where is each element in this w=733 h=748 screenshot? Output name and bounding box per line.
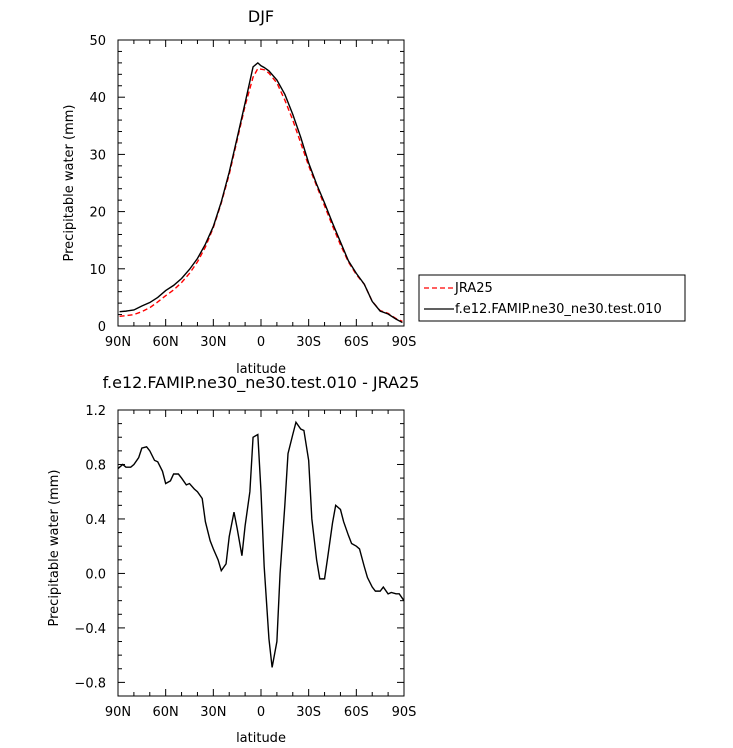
x-tick-label: 60N [153,705,179,720]
x-tick-label: 60N [153,335,179,350]
x-tick-label: 30S [296,335,321,350]
x-tick-label: 90N [105,335,131,350]
x-tick-label: 90S [392,335,417,350]
series-line-0 [119,67,403,323]
y-tick-label: 30 [89,148,106,163]
x-tick-label: 30S [296,705,321,720]
x-tick-label: 60S [344,335,369,350]
plot-frame [117,39,405,327]
bottom-y-axis-label: Precipitable water (mm) [47,470,62,627]
y-tick-label: 40 [89,91,106,106]
series-line-0 [117,420,405,668]
y-tick-label: −0.4 [74,622,106,637]
x-tick-label: 60S [344,705,369,720]
y-tick-label: 0 [98,320,106,335]
bottom-chart-title: f.e12.FAMIP.ne30_ne30.test.010 - JRA25 [103,373,420,393]
series-line-1 [119,61,403,324]
top-y-axis-label: Precipitable water (mm) [62,105,77,262]
y-tick-label: −0.8 [74,676,106,691]
legend-label-model: f.e12.FAMIP.ne30_ne30.test.010 [455,302,662,317]
x-tick-label: 30N [200,705,226,720]
bottom-plot-area: 90N 60N 30N 0 30S 60S 90S −0.8 −0.4 0.0 0.4 0.8 1.2 [74,404,416,720]
x-tick-label: 0 [257,705,265,720]
y-tick-label: 0.8 [85,458,106,473]
y-tick-label: 0.0 [85,567,106,582]
x-tick-label: 90S [392,705,417,720]
y-tick-label: 1.2 [85,404,106,419]
legend-label-jra25: JRA25 [454,281,493,296]
top-x-axis-label: latitude [236,362,286,377]
bottom-panel: f.e12.FAMIP.ne30_ne30.test.010 - JRA25 9… [47,373,419,746]
top-chart-title: DJF [248,7,274,26]
legend: JRA25 f.e12.FAMIP.ne30_ne30.test.010 [418,274,686,322]
y-tick-label: 20 [89,206,106,221]
x-tick-label: 0 [257,335,265,350]
x-tick-label: 30N [200,335,226,350]
top-plot-area: 90N 60N 30N 0 30S 60S 90S 0 10 20 30 40 50 [89,34,416,350]
y-tick-label: 10 [89,263,106,278]
y-tick-label: 50 [89,34,106,49]
y-tick-label: 0.4 [85,513,106,528]
top-panel: DJF 90N 60N 30N 0 30S 60S 90S 0 10 20 30 40 50 latit… [62,7,686,377]
x-tick-label: 90N [105,705,131,720]
bottom-x-axis-label: latitude [236,731,286,746]
legend-frame [418,274,686,322]
